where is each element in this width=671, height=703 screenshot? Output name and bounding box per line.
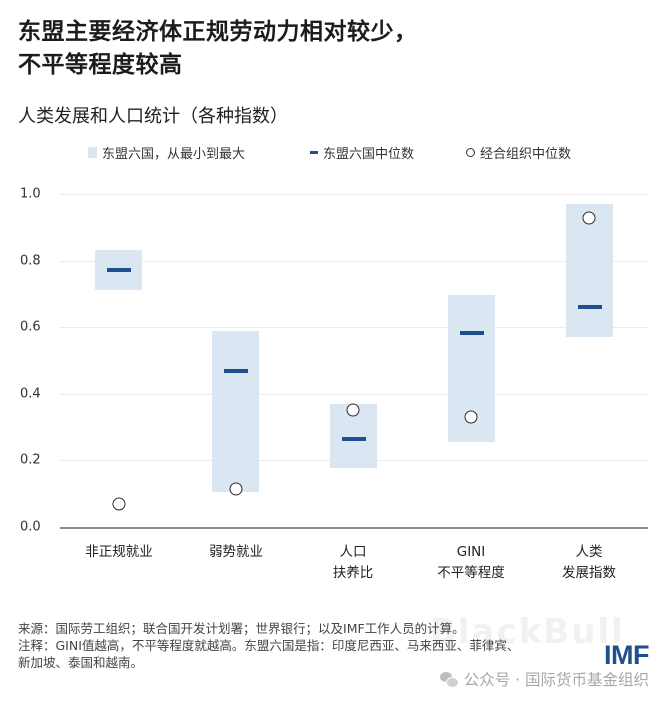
legend-median-label: 东盟六国中位数 <box>323 147 415 162</box>
median-marker-dependency-ratio <box>342 437 366 441</box>
legend-item-median: 东盟六国中位数 <box>310 143 414 162</box>
watermark-text: 公众号 · 国际货币基金组织 <box>463 671 649 689</box>
gridline <box>60 393 648 395</box>
median-dash-icon <box>310 151 318 154</box>
note-line2: 新加坡、泰国和越南。 <box>18 655 144 670</box>
x-axis-baseline <box>60 527 648 529</box>
oecd-marker-dependency-ratio <box>346 403 360 417</box>
chart-subtitle: 人类发展和人口统计（各种指数） <box>18 106 288 127</box>
xlabel-dependency-ratio: 人口 扶养比 <box>298 542 408 584</box>
gridline <box>60 260 648 262</box>
oecd-circle-icon <box>466 148 475 157</box>
faint-watermark: BlackBull <box>430 612 625 652</box>
median-marker-hdi <box>578 305 602 309</box>
xlabel-informal-employment: 非正规就业 <box>64 542 174 563</box>
xlabel-hdi: 人类 发展指数 <box>534 542 644 584</box>
xlabel-vulnerable-employment: 弱势就业 <box>181 542 291 563</box>
footnote: 来源：国际劳工组织；联合国开发计划署；世界银行；以及IMF工作人员的计算。 注释… <box>18 620 618 671</box>
xlabel-line: 非正规就业 <box>85 544 153 560</box>
median-marker-vulnerable-employment <box>224 369 248 373</box>
xlabel-line: 发展指数 <box>562 565 616 581</box>
xlabel-line: GINI <box>456 544 486 560</box>
imf-logo: IMF <box>604 640 650 670</box>
legend-item-range: 东盟六国，从最小到最大 <box>88 143 245 162</box>
ytick-0.6: 0.6 <box>20 319 41 335</box>
oecd-marker-vulnerable-employment <box>229 482 243 496</box>
median-marker-gini <box>460 331 484 335</box>
gridline <box>60 194 648 195</box>
chart-area: 1.0 0.8 0.6 0.4 0.2 0.0 非正规就业 弱势就业 人口 扶养… <box>0 170 671 590</box>
chart-title-line1: 东盟主要经济体正规劳动力相对较少， <box>18 19 418 45</box>
xlabel-gini: GINI 不平等程度 <box>416 542 526 584</box>
legend-oecd-label: 经合组织中位数 <box>480 147 572 162</box>
legend-range-label: 东盟六国，从最小到最大 <box>102 147 246 162</box>
legend-item-oecd: 经合组织中位数 <box>466 143 571 162</box>
range-swatch-icon <box>88 147 97 158</box>
oecd-marker-hdi <box>582 211 596 225</box>
source-note: 来源：国际劳工组织；联合国开发计划署；世界银行；以及IMF工作人员的计算。 <box>18 621 465 636</box>
ytick-0.8: 0.8 <box>20 253 41 269</box>
ytick-1.0: 1.0 <box>20 186 41 202</box>
xlabel-line: 人类 <box>575 544 603 560</box>
wechat-icon <box>439 671 459 688</box>
median-marker-informal-employment <box>107 268 131 272</box>
xlabel-line: 人口 <box>339 544 367 560</box>
ytick-0.2: 0.2 <box>20 452 41 468</box>
wechat-watermark: 公众号 · 国际货币基金组织 <box>439 668 649 690</box>
oecd-marker-gini <box>464 410 478 424</box>
note-line1: 注释：GINI值越高，不平等程度就越高。东盟六国是指：印度尼西亚、马来西亚、菲律… <box>18 638 520 653</box>
gridline <box>60 327 648 329</box>
xlabel-line: 扶养比 <box>332 565 374 581</box>
ytick-0.0: 0.0 <box>20 519 41 535</box>
ytick-0.4: 0.4 <box>20 386 41 402</box>
chart-title: 东盟主要经济体正规劳动力相对较少， 不平等程度较高 <box>18 16 418 82</box>
oecd-marker-informal-employment <box>112 497 126 511</box>
chart-title-line2: 不平等程度较高 <box>18 52 183 78</box>
range-bar-vulnerable-employment <box>212 331 259 492</box>
xlabel-line: 弱势就业 <box>209 544 263 560</box>
xlabel-line: 不平等程度 <box>437 565 505 581</box>
legend: 东盟六国，从最小到最大 东盟六国中位数 经合组织中位数 <box>0 143 671 165</box>
range-bar-hdi <box>566 204 613 337</box>
